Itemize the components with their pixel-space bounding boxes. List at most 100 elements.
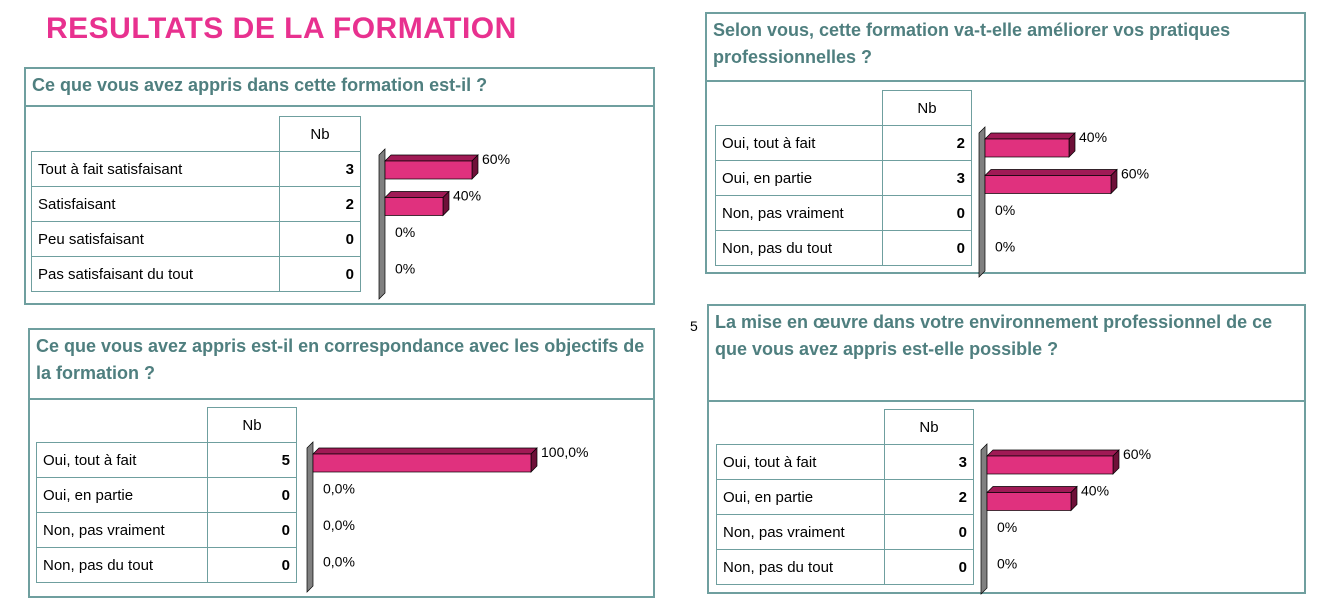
category-label: Non, pas du tout <box>36 547 208 583</box>
count-value: 3 <box>884 444 974 480</box>
axis-wall <box>378 148 386 300</box>
count-value: 2 <box>882 125 972 161</box>
bar-top <box>984 132 1076 140</box>
question-title: Selon vous, cette formation va-t-elle am… <box>707 14 1304 82</box>
column-header: Nb <box>882 90 972 126</box>
data-label: 0% <box>395 224 415 240</box>
results-table: Nb Tout à fait satisfaisant 3 Satisfaisan… <box>31 116 361 292</box>
count-value: 0 <box>207 477 297 513</box>
bar <box>984 175 1112 194</box>
question-title: La mise en œuvre dans votre environnemen… <box>709 306 1304 402</box>
column-header: Nb <box>207 407 297 443</box>
question-panel-4: La mise en œuvre dans votre environnemen… <box>707 304 1306 595</box>
count-value: 0 <box>207 547 297 583</box>
bar-top <box>312 447 538 455</box>
count-value: 0 <box>884 549 974 585</box>
axis-wall <box>978 126 986 278</box>
data-label: 40% <box>1079 129 1107 145</box>
table-row: Oui, en partie 0 <box>36 477 297 513</box>
table-row: Non, pas du tout 0 <box>36 547 297 583</box>
table-row: Non, pas vraiment 0 <box>36 512 297 548</box>
table-row: Peu satisfaisant 0 <box>31 221 361 257</box>
bar-top <box>986 449 1120 457</box>
stray-number: 5 <box>690 318 698 334</box>
category-label: Tout à fait satisfaisant <box>31 151 280 187</box>
question-panel-3: Selon vous, cette formation va-t-elle am… <box>705 12 1306 278</box>
category-label: Non, pas vraiment <box>715 195 883 231</box>
bar <box>986 492 1072 511</box>
data-label: 0,0% <box>323 481 355 497</box>
results-table: Nb Oui, tout à fait 3 Oui, en partie 2 Non… <box>716 409 974 585</box>
data-label: 100,0% <box>541 444 588 460</box>
category-label: Peu satisfaisant <box>31 221 280 257</box>
data-label: 0% <box>997 556 1017 572</box>
category-label: Non, pas vraiment <box>716 514 885 550</box>
axis-wall <box>306 441 314 593</box>
count-value: 3 <box>279 151 361 187</box>
bar-top <box>384 191 450 198</box>
category-label: Non, pas du tout <box>716 549 885 585</box>
category-label: Oui, en partie <box>715 160 883 196</box>
count-value: 0 <box>882 230 972 266</box>
data-label: 0% <box>995 202 1015 218</box>
count-value: 3 <box>882 160 972 196</box>
data-label: 60% <box>1121 166 1149 182</box>
results-table: Nb Oui, tout à fait 2 Oui, en partie 3 Non… <box>715 90 972 266</box>
category-label: Oui, en partie <box>36 477 208 513</box>
table-row: Oui, tout à fait 3 <box>716 444 974 480</box>
data-label: 60% <box>1123 446 1151 462</box>
table-row: Oui, en partie 2 <box>716 479 974 515</box>
table-header-row: Nb <box>715 90 972 126</box>
bar <box>384 197 444 216</box>
count-value: 5 <box>207 442 297 478</box>
column-header: Nb <box>279 116 361 152</box>
category-label: Non, pas vraiment <box>36 512 208 548</box>
count-value: 0 <box>884 514 974 550</box>
table-row: Oui, tout à fait 5 <box>36 442 297 478</box>
table-corner <box>36 407 208 443</box>
results-table: Nb Oui, tout à fait 5 Oui, en partie 0 Non… <box>36 407 297 583</box>
table-header-row: Nb <box>716 409 974 445</box>
question-panel-1: Ce que vous avez appris dans cette forma… <box>24 67 655 305</box>
data-label: 0,0% <box>323 517 355 533</box>
bar <box>384 160 473 180</box>
bar-top <box>986 486 1078 493</box>
table-header-row: Nb <box>36 407 297 443</box>
data-label: 40% <box>453 188 481 204</box>
table-row: Non, pas du tout 0 <box>716 549 974 585</box>
count-value: 0 <box>279 221 361 257</box>
question-title: Ce que vous avez appris est-il en corres… <box>30 330 653 400</box>
data-label: 0% <box>395 261 415 277</box>
bar-top <box>384 154 479 162</box>
table-row: Non, pas vraiment 0 <box>715 195 972 231</box>
table-row: Satisfaisant 2 <box>31 186 361 222</box>
category-label: Non, pas du tout <box>715 230 883 266</box>
count-value: 2 <box>884 479 974 515</box>
category-label: Oui, en partie <box>716 479 885 515</box>
count-value: 0 <box>882 195 972 231</box>
bar <box>312 453 532 473</box>
bar <box>986 455 1114 475</box>
data-label: 40% <box>1081 483 1109 499</box>
category-label: Satisfaisant <box>31 186 280 222</box>
data-label: 0,0% <box>323 554 355 570</box>
count-value: 0 <box>279 256 361 292</box>
question-title: Ce que vous avez appris dans cette forma… <box>26 69 653 107</box>
data-label: 60% <box>482 151 510 167</box>
bar-chart: 40% 60% 0% 0% <box>978 126 1149 278</box>
column-header: Nb <box>884 409 974 445</box>
category-label: Oui, tout à fait <box>36 442 208 478</box>
category-label: Pas satisfaisant du tout <box>31 256 280 292</box>
bar-chart: 100,0% 0,0% 0,0% 0,0% <box>306 441 588 593</box>
table-row: Non, pas vraiment 0 <box>716 514 974 550</box>
table-row: Oui, tout à fait 2 <box>715 125 972 161</box>
table-header-row: Nb <box>31 116 361 152</box>
bar-chart: 60% 40% 0% 0% <box>980 443 1151 595</box>
bar <box>984 138 1070 158</box>
count-value: 2 <box>279 186 361 222</box>
bar-chart: 60% 40% 0% 0% <box>378 148 510 300</box>
axis-wall <box>980 443 988 595</box>
table-row: Tout à fait satisfaisant 3 <box>31 151 361 187</box>
data-label: 0% <box>997 519 1017 535</box>
question-panel-2: Ce que vous avez appris est-il en corres… <box>28 328 655 598</box>
